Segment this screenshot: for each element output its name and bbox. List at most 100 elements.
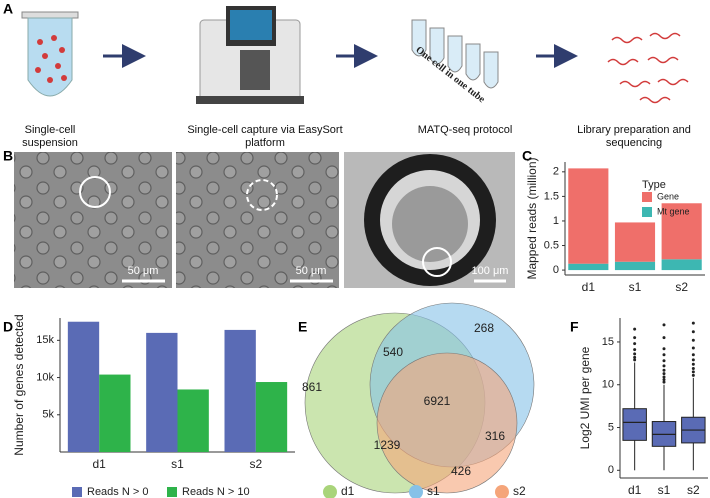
step-label: Single-cell suspension	[22, 124, 78, 149]
legend-label: Gene	[657, 191, 679, 201]
venn-set	[376, 352, 518, 494]
legend-swatch	[642, 207, 652, 217]
bar-segment	[661, 203, 702, 260]
outlier	[691, 330, 695, 334]
x-tick-label: s2	[249, 457, 262, 471]
scale-bar-label: 50 μm	[296, 265, 327, 277]
outlier	[662, 364, 666, 368]
venn-count: 540	[383, 345, 403, 359]
legend-swatch	[323, 485, 337, 498]
venn-count: 316	[485, 429, 505, 443]
outlier	[633, 352, 637, 356]
legend-label: Mt gene	[657, 206, 690, 216]
instrument-icon	[196, 6, 304, 104]
y-tick-label: 1.5	[544, 190, 559, 202]
panel-label: C	[522, 148, 532, 164]
outlier	[633, 327, 637, 331]
y-tick-label: 10	[602, 379, 614, 391]
y-tick-label: 0	[553, 264, 559, 276]
outlier	[691, 338, 695, 342]
legend-swatch	[167, 487, 177, 497]
outlier	[662, 359, 666, 363]
bar-segment	[614, 222, 656, 262]
scale-bar-label: 100 μm	[472, 265, 509, 277]
venn-count: 1239	[374, 438, 401, 452]
outlier	[691, 362, 695, 366]
bar-segment	[614, 261, 656, 271]
outlier	[662, 323, 666, 327]
y-tick-label: 1	[553, 215, 559, 227]
legend-title: Type	[642, 179, 666, 191]
legend-label: Reads N > 0	[87, 486, 148, 498]
outlier	[662, 353, 666, 357]
outlier	[662, 347, 666, 351]
well-inner	[392, 186, 468, 262]
x-tick-label: d1	[628, 483, 642, 497]
bar	[99, 374, 131, 452]
panel-label: B	[3, 148, 13, 164]
legend-swatch	[72, 487, 82, 497]
outlier	[691, 346, 695, 350]
outlier	[691, 358, 695, 362]
y-tick-label: 2	[553, 166, 559, 178]
outlier	[662, 336, 666, 340]
bar-segment	[568, 263, 609, 271]
x-tick-label: s1	[629, 280, 642, 294]
bar	[67, 321, 100, 452]
panel-label: E	[298, 319, 307, 335]
outlier	[662, 378, 666, 382]
outlier	[691, 373, 695, 377]
outlier	[691, 366, 695, 370]
bar-segment	[568, 168, 609, 264]
cell-marker	[79, 176, 111, 208]
bar-segment	[661, 259, 702, 271]
box	[622, 408, 647, 441]
x-tick-label: s2	[675, 280, 688, 294]
y-tick-label: 0.5	[544, 239, 559, 251]
venn-count: 6921	[424, 394, 451, 408]
step-label: MATQ-seq protocol	[417, 124, 513, 136]
step-label: Library preparation and sequencing	[577, 124, 691, 149]
step-label: Single-cell capture via EasySort platfor…	[187, 124, 343, 149]
y-axis-title: Log2 UMI per gene	[578, 346, 592, 449]
cell-marker	[246, 179, 278, 211]
y-tick-label: 15k	[36, 334, 54, 346]
x-tick-label: s2	[687, 483, 700, 497]
venn-count: 426	[451, 464, 471, 478]
outlier	[633, 342, 637, 346]
outlier	[662, 380, 666, 384]
panel-label: F	[570, 319, 579, 335]
x-tick-label: s1	[658, 483, 671, 497]
legend-label: d1	[341, 484, 355, 498]
micrograph	[14, 152, 172, 288]
y-axis-title: Number of genes detected	[12, 314, 26, 455]
legend-swatch	[495, 485, 509, 498]
legend-label: Reads N > 10	[182, 486, 250, 498]
y-tick-label: 0	[608, 464, 614, 476]
legend-swatch	[642, 192, 652, 202]
panel-label: D	[3, 319, 13, 335]
y-tick-label: 5k	[42, 409, 54, 421]
y-tick-label: 5	[608, 421, 614, 433]
panel-label: A	[3, 1, 13, 17]
cell-marker	[422, 247, 452, 277]
outlier	[633, 336, 637, 340]
bar	[224, 329, 256, 452]
bar	[255, 382, 288, 452]
bar	[146, 332, 178, 452]
outlier	[662, 368, 666, 372]
legend-swatch	[409, 485, 423, 498]
outlier	[691, 370, 695, 374]
legend-label: s1	[427, 484, 440, 498]
x-tick-label: d1	[582, 280, 596, 294]
y-axis-title: Mapped reads (million)	[525, 157, 539, 279]
y-tick-label: 15	[602, 336, 614, 348]
library-icon	[607, 32, 689, 104]
micrograph	[176, 152, 339, 288]
y-tick-label: 10k	[36, 371, 54, 383]
outlier	[691, 321, 695, 325]
outlier	[691, 353, 695, 357]
legend-label: s2	[513, 484, 526, 498]
